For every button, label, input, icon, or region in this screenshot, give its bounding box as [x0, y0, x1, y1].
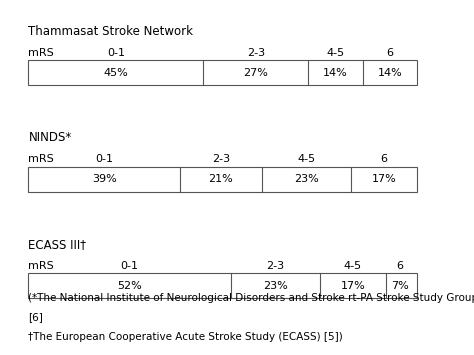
Text: 14%: 14%: [323, 68, 348, 78]
Text: 4-5: 4-5: [327, 48, 345, 58]
Text: 4-5: 4-5: [297, 154, 315, 164]
Text: 17%: 17%: [341, 281, 365, 291]
Text: mRS: mRS: [28, 261, 54, 271]
Text: †The European Cooperative Acute Stroke Study (ECASS) [5]): †The European Cooperative Acute Stroke S…: [28, 332, 343, 342]
Text: 21%: 21%: [209, 174, 233, 184]
Text: 6: 6: [381, 154, 388, 164]
Text: (*The National Institute of Neurological Disorders and Stroke rt-PA Stroke Study: (*The National Institute of Neurological…: [28, 293, 474, 303]
Text: 39%: 39%: [92, 174, 117, 184]
Text: NINDS*: NINDS*: [28, 131, 72, 144]
Text: 52%: 52%: [117, 281, 142, 291]
Bar: [28, 167, 417, 192]
Text: 6: 6: [386, 48, 393, 58]
Text: 17%: 17%: [372, 174, 396, 184]
Bar: [28, 273, 417, 298]
Text: 23%: 23%: [294, 174, 319, 184]
Text: 27%: 27%: [243, 68, 268, 78]
Text: mRS: mRS: [28, 48, 54, 58]
Text: 2-3: 2-3: [247, 48, 265, 58]
Text: 0-1: 0-1: [95, 154, 113, 164]
Text: 2-3: 2-3: [212, 154, 230, 164]
Bar: [28, 60, 417, 85]
Text: mRS: mRS: [28, 154, 54, 164]
Text: [6]: [6]: [28, 312, 43, 322]
Text: 23%: 23%: [263, 281, 288, 291]
Text: ECASS III†: ECASS III†: [28, 238, 86, 251]
Text: 0-1: 0-1: [120, 261, 138, 271]
Text: 4-5: 4-5: [344, 261, 362, 271]
Text: 7%: 7%: [391, 281, 409, 291]
Text: 14%: 14%: [377, 68, 402, 78]
Text: 45%: 45%: [103, 68, 128, 78]
Text: Thammasat Stroke Network: Thammasat Stroke Network: [28, 25, 193, 38]
Text: 6: 6: [396, 261, 403, 271]
Text: 2-3: 2-3: [266, 261, 284, 271]
Text: 0-1: 0-1: [107, 48, 125, 58]
